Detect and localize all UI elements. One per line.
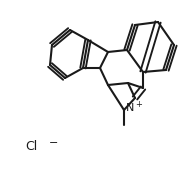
Text: +: + <box>135 100 142 109</box>
Text: N: N <box>126 103 134 113</box>
Text: Cl: Cl <box>25 140 38 153</box>
Text: −: − <box>49 138 58 148</box>
